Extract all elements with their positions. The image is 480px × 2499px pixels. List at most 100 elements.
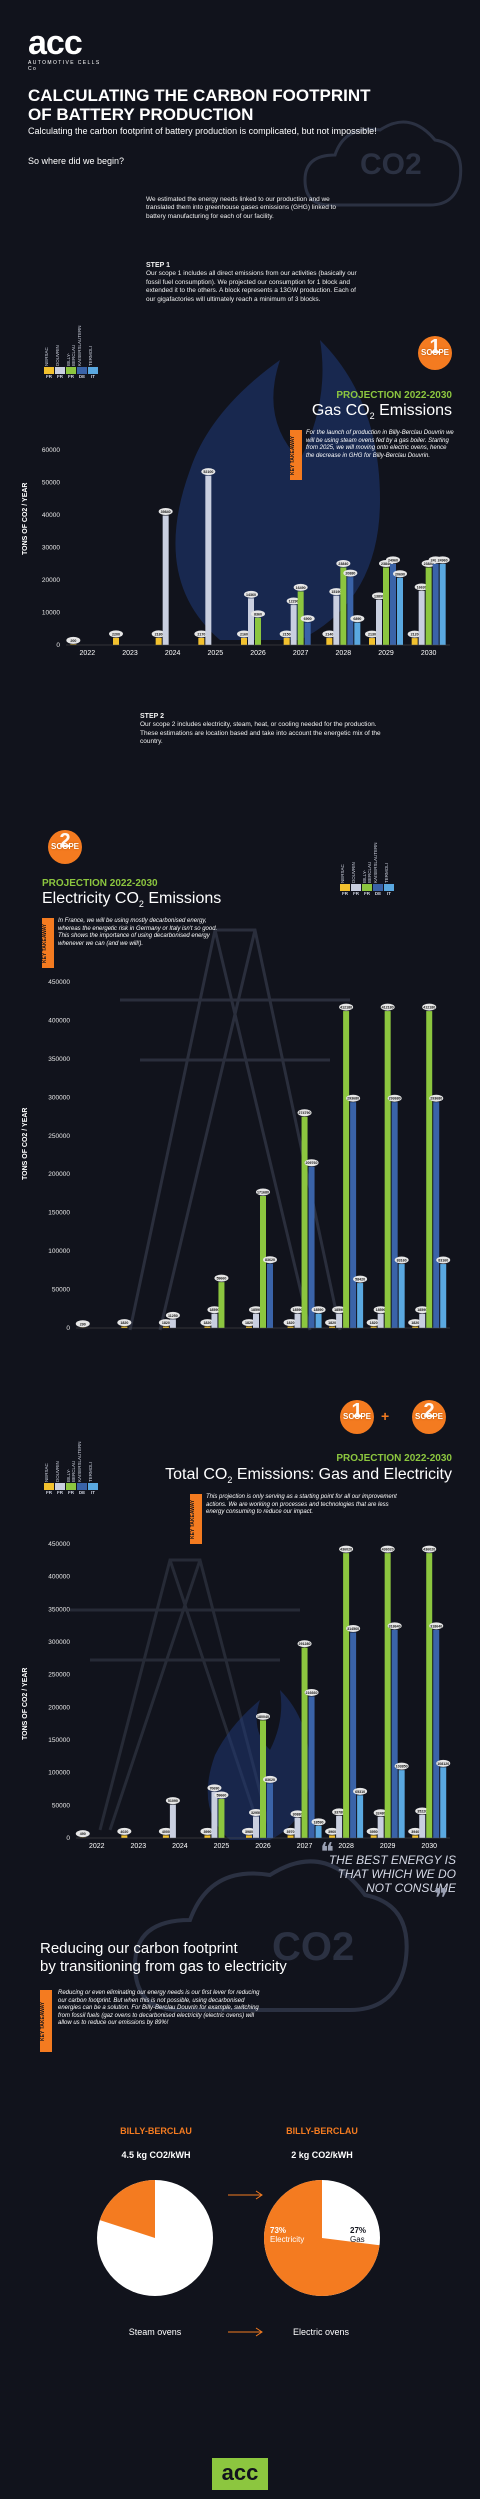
bar xyxy=(211,1791,218,1838)
step1-block: STEP 1 Our scope 1 includes all direct e… xyxy=(146,262,366,304)
data-label: 1820 xyxy=(370,1321,378,1325)
bar xyxy=(294,1817,301,1838)
data-label: 293680 xyxy=(430,1097,442,1101)
bar xyxy=(121,1835,128,1838)
data-label-bubble xyxy=(249,1306,263,1314)
y-tick-label: 200000 xyxy=(48,1704,70,1711)
data-label-bubble xyxy=(429,1094,444,1102)
data-label-bubble xyxy=(251,610,265,618)
data-label: 108120 xyxy=(437,1762,449,1766)
bar xyxy=(267,1783,273,1838)
bar xyxy=(218,1799,225,1838)
quote-line3: NOT CONSUME xyxy=(366,1881,456,1895)
legend-swatch xyxy=(77,367,87,374)
data-label: 51090 xyxy=(168,1799,178,1803)
legend-swatch xyxy=(384,884,394,891)
data-label: 2170 xyxy=(197,632,205,636)
legend-item: TERMOLI IT xyxy=(88,1452,98,1495)
x-tick-label: 2029 xyxy=(380,1843,396,1850)
data-label-bubble xyxy=(339,1545,354,1553)
pylon-shape-1 xyxy=(120,928,350,1331)
data-label-bubble xyxy=(165,1311,180,1319)
data-label-bubble xyxy=(380,1003,395,1011)
bar xyxy=(287,1326,294,1328)
right-oven-label: Electric ovens xyxy=(292,2327,350,2337)
legend-label: TERMOLI xyxy=(88,345,93,366)
data-label-bubble xyxy=(290,1306,305,1314)
x-tick-label: 2026 xyxy=(250,650,266,657)
data-label: 58420 xyxy=(355,1278,365,1282)
step2-text: Our scope 2 includes electricity, steam,… xyxy=(140,721,381,746)
bar xyxy=(304,622,311,645)
data-label-bubble xyxy=(322,630,337,638)
bar xyxy=(419,1313,426,1328)
data-label: 200 xyxy=(70,639,76,643)
bar xyxy=(253,1313,259,1328)
bar xyxy=(354,622,361,645)
data-label-bubble xyxy=(325,1319,340,1327)
legend-item: TERMOLI IT xyxy=(384,853,394,896)
bar xyxy=(198,637,205,645)
reduce-title: Reducing our carbon footprint by transit… xyxy=(40,1940,370,1976)
data-label: 293680 xyxy=(347,1097,359,1101)
elec-title: Electricity CO2 Emissions xyxy=(42,890,222,910)
bar xyxy=(294,1313,301,1328)
legend-label: TERMOLI xyxy=(384,862,389,883)
data-label-bubble xyxy=(366,1319,381,1327)
plus-sign: + xyxy=(381,1408,390,1424)
bar xyxy=(391,1629,398,1838)
total-ylabel: TONS OF CO2 / YEAR xyxy=(22,1667,29,1740)
data-label: 18590 xyxy=(314,1820,324,1824)
data-label-bubble xyxy=(244,590,258,598)
data-label-bubble xyxy=(325,1827,340,1835)
legend-country: FR xyxy=(68,374,74,379)
data-label-bubble xyxy=(408,1319,423,1327)
cloud-outline-top xyxy=(303,120,463,207)
step2-block: STEP 2 Our scope 2 includes electricity,… xyxy=(140,713,390,747)
pie-slice-a xyxy=(264,2180,380,2296)
x-tick-label: 2025 xyxy=(208,650,224,657)
y-tick-label: 50000 xyxy=(42,480,60,487)
data-label: 8360 xyxy=(254,612,262,616)
legend-country: IT xyxy=(91,374,95,379)
data-label-bubble xyxy=(165,1797,180,1805)
left-site: BILLY-BERCLAU xyxy=(120,2126,192,2136)
bar xyxy=(326,638,333,645)
y-tick-label: 10000 xyxy=(42,610,60,617)
legend-item: TERMOLI IT xyxy=(88,336,98,379)
data-label: 16490 xyxy=(296,586,306,590)
y-tick-label: 400000 xyxy=(48,1574,70,1581)
y-tick-label: 150000 xyxy=(48,1737,70,1744)
bar xyxy=(336,1815,343,1838)
y-tick-label: 250000 xyxy=(48,1672,70,1679)
pie-slice-a xyxy=(99,2180,155,2238)
data-label: 4000 xyxy=(162,1830,170,1834)
elec-key-takeaway: KEY TAKEAWAY xyxy=(42,918,54,968)
data-label-bubble xyxy=(256,1188,270,1196)
bar xyxy=(267,1263,273,1328)
data-label: 30880 xyxy=(293,1812,303,1816)
total-title: Total CO2 Emissions: Gas and Electricity xyxy=(165,1466,452,1486)
open-quote-icon: ❝ xyxy=(320,1837,334,1867)
data-label-bubble xyxy=(75,1830,90,1838)
data-label: 11250 xyxy=(168,1314,178,1318)
total-note: This projection is only serving as a sta… xyxy=(206,1494,397,1516)
data-label: 18590 xyxy=(376,1308,386,1312)
bar xyxy=(315,1825,322,1838)
left-kwh: 4.5 kg CO2/kWH xyxy=(121,2150,191,2160)
y-tick-label: 20000 xyxy=(42,577,60,584)
quote-line2: THAT WHICH WE DO xyxy=(337,1867,456,1881)
legend-country: FR xyxy=(353,891,359,896)
data-label: 1820 xyxy=(120,1321,128,1325)
y-tick-label: 450000 xyxy=(48,979,70,986)
legend-swatch xyxy=(351,884,361,891)
legend-swatch xyxy=(55,1483,65,1490)
y-tick-label: 350000 xyxy=(48,1056,70,1063)
data-label: 2160 xyxy=(240,632,248,636)
data-label: 318640 xyxy=(430,1624,442,1628)
legend-item: KAISERSLAUTERN DE xyxy=(373,842,383,896)
data-label: 32480 xyxy=(376,1811,386,1815)
bar xyxy=(301,1647,308,1838)
legend-label: BILLY-BERCLAU xyxy=(66,344,76,366)
